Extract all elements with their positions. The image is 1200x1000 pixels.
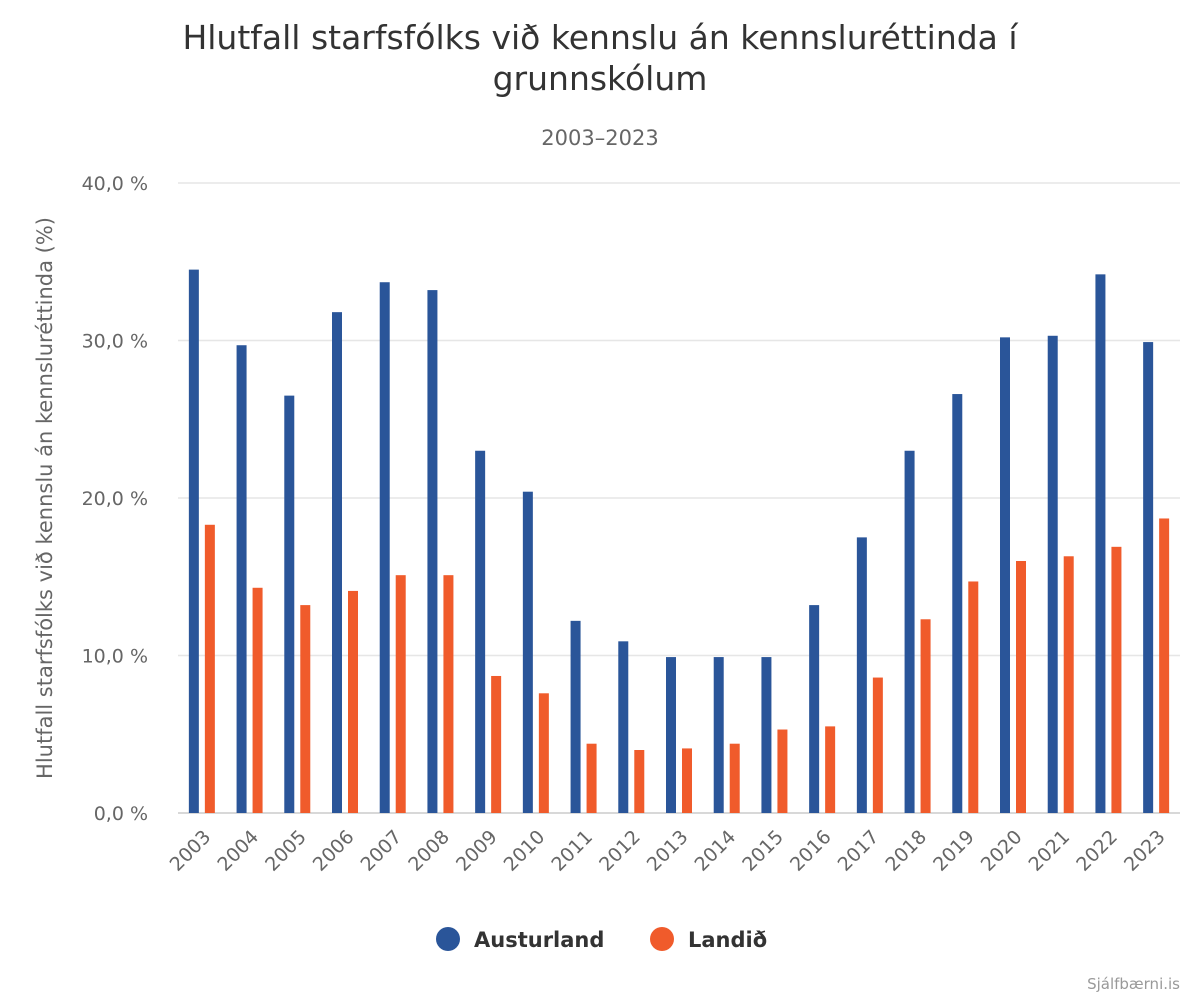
x-tick-label: 2007 [356, 826, 406, 876]
x-tick-label: 2016 [786, 826, 836, 876]
bar-austurland-2008[interactable] [427, 290, 438, 814]
x-tick-label: 2021 [1024, 826, 1074, 876]
y-tick-label: 40,0 % [82, 173, 148, 195]
chart-subtitle: 2003–2023 [541, 126, 658, 150]
y-tick-label: 0,0 % [94, 803, 148, 825]
bar-austurland-2007[interactable] [379, 282, 390, 814]
x-tick-label: 2012 [595, 826, 645, 876]
bar-landið-2023[interactable] [1159, 518, 1170, 813]
bar-austurland-2019[interactable] [952, 394, 963, 813]
bar-austurland-2022[interactable] [1095, 274, 1106, 814]
bar-landið-2017[interactable] [872, 677, 883, 813]
x-tick-label: 2004 [213, 826, 263, 876]
y-tick-label: 30,0 % [82, 331, 148, 353]
bar-austurland-2012[interactable] [618, 641, 629, 813]
y-axis-title: Hlutfall starfsfólks við kennslu án kenn… [33, 217, 57, 779]
x-tick-label: 2013 [643, 826, 693, 876]
bar-austurland-2011[interactable] [570, 620, 581, 813]
bar-austurland-2017[interactable] [856, 537, 867, 813]
chart-title: Hlutfall starfsfólks við kennslu án kenn… [182, 18, 1019, 98]
x-tick-label: 2010 [500, 826, 550, 876]
x-tick-label: 2009 [452, 826, 502, 876]
bar-landið-2013[interactable] [682, 748, 692, 813]
x-tick-label: 2020 [977, 826, 1027, 876]
x-tick-label: 2003 [166, 826, 216, 876]
chart-title-line-2: grunnskólum [493, 59, 708, 98]
bar-austurland-2016[interactable] [809, 605, 820, 813]
bar-austurland-2023[interactable] [1143, 342, 1154, 813]
bar-landið-2005[interactable] [300, 605, 311, 813]
bar-landið-2020[interactable] [1016, 561, 1026, 813]
bar-austurland-2021[interactable] [1047, 335, 1058, 813]
bar-landið-2021[interactable] [1063, 556, 1074, 813]
x-tick-label: 2018 [881, 826, 931, 876]
bar-landið-2018[interactable] [920, 619, 931, 813]
bar-austurland-2010[interactable] [522, 491, 533, 813]
bar-austurland-2013[interactable] [666, 657, 676, 813]
bar-landið-2006[interactable] [348, 590, 358, 813]
x-tick-label: 2023 [1120, 826, 1170, 876]
bar-landið-2022[interactable] [1111, 546, 1122, 813]
legend-label: Austurland [474, 928, 604, 952]
x-tick-label: 2017 [834, 826, 884, 876]
bar-landið-2008[interactable] [443, 575, 454, 813]
x-tick-label: 2015 [738, 826, 788, 876]
chart-title-line-1: Hlutfall starfsfólks við kennslu án kenn… [182, 18, 1019, 57]
legend-item-austurland[interactable]: Austurland [436, 927, 604, 952]
x-tick-label: 2014 [690, 826, 740, 876]
x-tick-label: 2011 [547, 826, 597, 876]
legend: Austurland Landið [436, 927, 767, 952]
gridlines [178, 182, 1180, 814]
bar-austurland-2020[interactable] [1000, 337, 1010, 813]
bar-landið-2011[interactable] [586, 743, 597, 813]
bar-landið-2016[interactable] [825, 726, 836, 813]
bar-austurland-2004[interactable] [236, 345, 247, 813]
bars [188, 269, 1170, 814]
bar-austurland-2015[interactable] [761, 657, 772, 813]
x-axis-ticks: 2003200420052006200720082009201020112012… [166, 826, 1170, 876]
bar-landið-2003[interactable] [204, 524, 215, 813]
x-tick-label: 2022 [1072, 826, 1122, 876]
bar-landið-2015[interactable] [777, 729, 788, 813]
y-tick-label: 20,0 % [82, 488, 148, 510]
bar-landið-2012[interactable] [634, 750, 645, 813]
bar-austurland-2018[interactable] [904, 450, 915, 813]
bar-austurland-2006[interactable] [332, 312, 342, 813]
bar-landið-2010[interactable] [538, 693, 549, 813]
bar-austurland-2005[interactable] [284, 395, 295, 813]
x-tick-label: 2019 [929, 826, 979, 876]
y-axis-ticks: 0,0 % 10,0 % 20,0 % 30,0 % 40,0 % [82, 173, 148, 825]
x-tick-label: 2005 [261, 826, 311, 876]
bar-austurland-2009[interactable] [475, 450, 486, 813]
bar-austurland-2003[interactable] [188, 269, 199, 813]
x-tick-label: 2006 [309, 826, 359, 876]
bar-landið-2004[interactable] [252, 587, 263, 813]
bar-landið-2007[interactable] [395, 575, 406, 813]
legend-item-landið[interactable]: Landið [650, 927, 767, 952]
x-tick-label: 2008 [404, 826, 454, 876]
bar-austurland-2014[interactable] [713, 657, 724, 813]
bar-landið-2019[interactable] [968, 581, 979, 813]
credit-text[interactable]: Sjálfbærni.is [1087, 975, 1180, 993]
bar-landið-2009[interactable] [491, 675, 502, 813]
legend-label: Landið [688, 928, 767, 952]
y-tick-label: 10,0 % [82, 646, 148, 668]
legend-marker [436, 927, 460, 951]
legend-marker [650, 927, 674, 951]
bar-landið-2014[interactable] [729, 743, 740, 813]
